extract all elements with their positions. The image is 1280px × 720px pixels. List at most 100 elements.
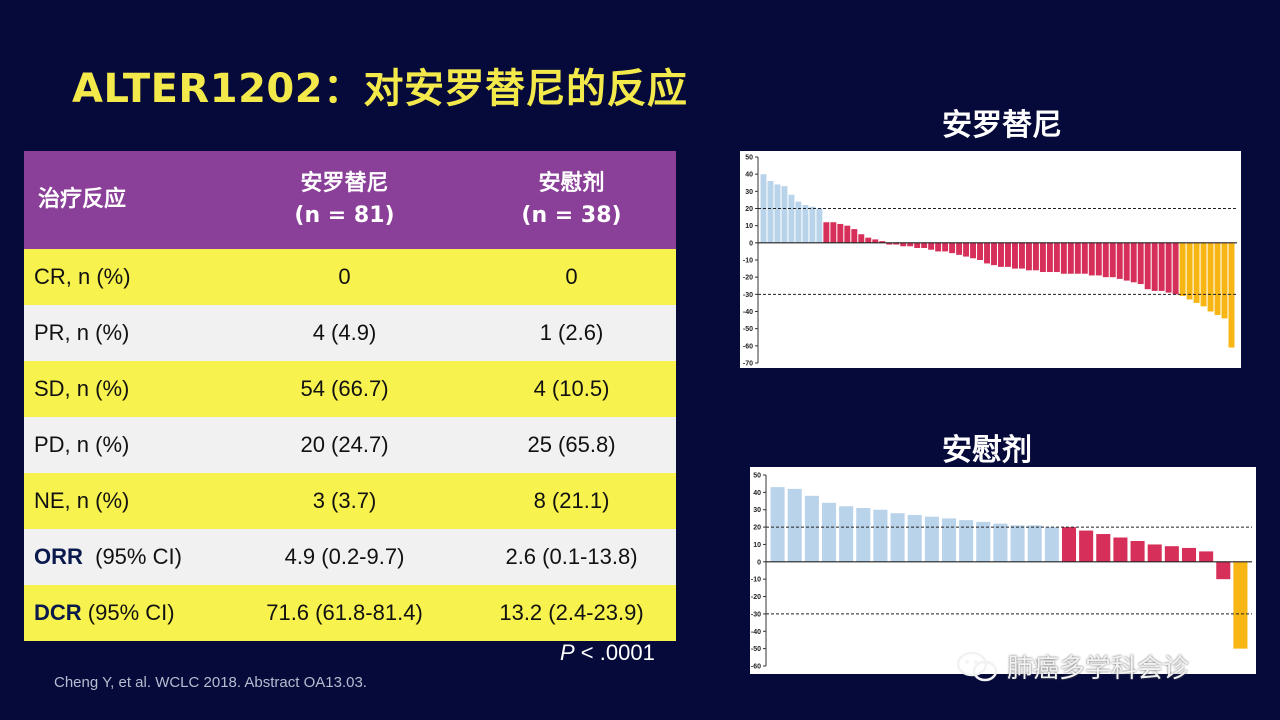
bar	[858, 234, 865, 243]
bar	[1010, 525, 1025, 562]
bar	[1123, 242, 1130, 281]
bar	[839, 506, 854, 562]
table-row: PR, n (%) 4 (4.9) 1 (2.6)	[24, 305, 676, 361]
bar	[1067, 242, 1074, 274]
bar	[872, 239, 879, 243]
bar	[844, 225, 851, 243]
cell-anlotinib: 3 (3.7)	[312, 488, 377, 513]
bar	[1137, 242, 1144, 285]
bar	[1158, 242, 1165, 291]
wechat-icon	[956, 651, 998, 681]
cell-anlotinib: 4.9 (0.2-9.7)	[284, 544, 405, 569]
bar	[963, 242, 970, 257]
y-tick-label: -10	[751, 577, 761, 584]
bar	[914, 242, 921, 248]
bar	[770, 487, 785, 562]
table-row: CR, n (%) 0 0	[24, 249, 676, 305]
bar	[1081, 242, 1088, 274]
bar	[893, 242, 900, 245]
y-tick-label: -60	[743, 343, 753, 350]
bar	[1053, 242, 1060, 273]
bar	[984, 242, 990, 264]
y-tick-label: -60	[751, 664, 761, 671]
bar	[1147, 544, 1162, 562]
bar	[856, 507, 871, 562]
bar	[921, 242, 928, 248]
bar	[890, 513, 905, 562]
cell-anlotinib: 0	[338, 264, 351, 289]
y-tick-label: -20	[751, 594, 761, 601]
cell-placebo: 4 (10.5)	[533, 376, 610, 401]
cell-placebo: 13.2 (2.4-23.9)	[499, 600, 644, 625]
bar	[942, 242, 949, 252]
bar	[1165, 242, 1172, 293]
y-tick-label: 40	[753, 490, 761, 497]
bar	[879, 241, 886, 243]
bar	[1199, 551, 1214, 562]
waterfall-chart-anlotinib: 50 40 30 20 10 0 -10 -20 -30 -40 -50 -60 -70	[740, 151, 1241, 368]
waterfall-chart-placebo: 50 40 30 20 10 0 -10 -20 -30 -40 -50 -60	[750, 467, 1256, 674]
bar	[928, 242, 935, 250]
bar	[1233, 561, 1248, 649]
y-tick-label: 20	[745, 206, 753, 213]
bar	[1221, 242, 1228, 319]
cell-anlotinib: 71.6 (61.8-81.4)	[266, 600, 423, 625]
bar	[1214, 242, 1221, 315]
bar	[941, 518, 957, 562]
bar	[1102, 242, 1109, 278]
response-table: 治疗反应 安罗替尼 (n = 81) 安慰剂 (n = 38) CR, n (%…	[24, 151, 676, 641]
y-tick-label: -50	[751, 646, 761, 653]
y-tick-label: 0	[757, 559, 761, 566]
y-tick-label: 0	[749, 240, 753, 247]
bar	[970, 242, 977, 259]
bar	[1018, 242, 1025, 269]
bar	[1088, 242, 1095, 276]
cell-placebo: 8 (21.1)	[533, 488, 610, 513]
bar	[1096, 534, 1111, 562]
bar	[935, 242, 942, 252]
bar	[1039, 242, 1046, 273]
dcr-ci-label: (95% CI)	[81, 600, 175, 625]
y-tick-label: 50	[745, 155, 753, 162]
bar	[802, 205, 809, 243]
y-tick-label: 20	[753, 525, 761, 532]
table-header-row: 治疗反应 安罗替尼 (n = 81) 安慰剂 (n = 38)	[24, 151, 676, 249]
dcr-label: DCR	[34, 600, 82, 625]
bar	[823, 222, 830, 243]
bar	[873, 509, 888, 562]
bar	[865, 237, 872, 243]
cell-anlotinib: 20 (24.7)	[300, 432, 389, 457]
y-tick-label: -70	[743, 361, 753, 368]
bar	[1144, 242, 1151, 290]
table-row: PD, n (%) 20 (24.7) 25 (65.8)	[24, 417, 676, 473]
header-placebo: 安慰剂 (n = 38)	[467, 151, 676, 249]
bar	[907, 242, 914, 247]
bar	[900, 242, 907, 247]
bar	[1193, 242, 1200, 303]
bar	[830, 222, 837, 243]
bar	[977, 242, 984, 260]
y-tick-label: 30	[745, 189, 753, 196]
row-label: DCR (95% CI)	[24, 585, 222, 641]
y-tick-label: 30	[753, 507, 761, 514]
bar	[1113, 537, 1128, 562]
bar	[774, 184, 781, 243]
table-row-dcr: DCR (95% CI) 71.6 (61.8-81.4) 13.2 (2.4-…	[24, 585, 676, 641]
y-tick-label: 40	[745, 172, 753, 179]
chart-title-anlotinib: 安罗替尼	[942, 108, 1062, 143]
bar	[924, 516, 939, 562]
bar	[1151, 242, 1158, 291]
bar	[788, 194, 795, 243]
bar	[1095, 242, 1102, 276]
y-tick-label: 10	[745, 223, 753, 230]
p-value: P < .0001	[560, 640, 655, 666]
bar	[1179, 242, 1186, 297]
row-label: PD, n (%)	[34, 432, 130, 457]
y-tick-label: -50	[743, 326, 753, 333]
y-tick-label: -40	[743, 309, 753, 316]
bar	[1181, 547, 1197, 562]
watermark-text: 肺癌多学科会诊	[1007, 654, 1190, 684]
bar	[1207, 242, 1214, 312]
table-row-orr: ORR (95% CI) 4.9 (0.2-9.7) 2.6 (0.1-13.8…	[24, 529, 676, 585]
y-tick-label: -40	[751, 629, 761, 636]
